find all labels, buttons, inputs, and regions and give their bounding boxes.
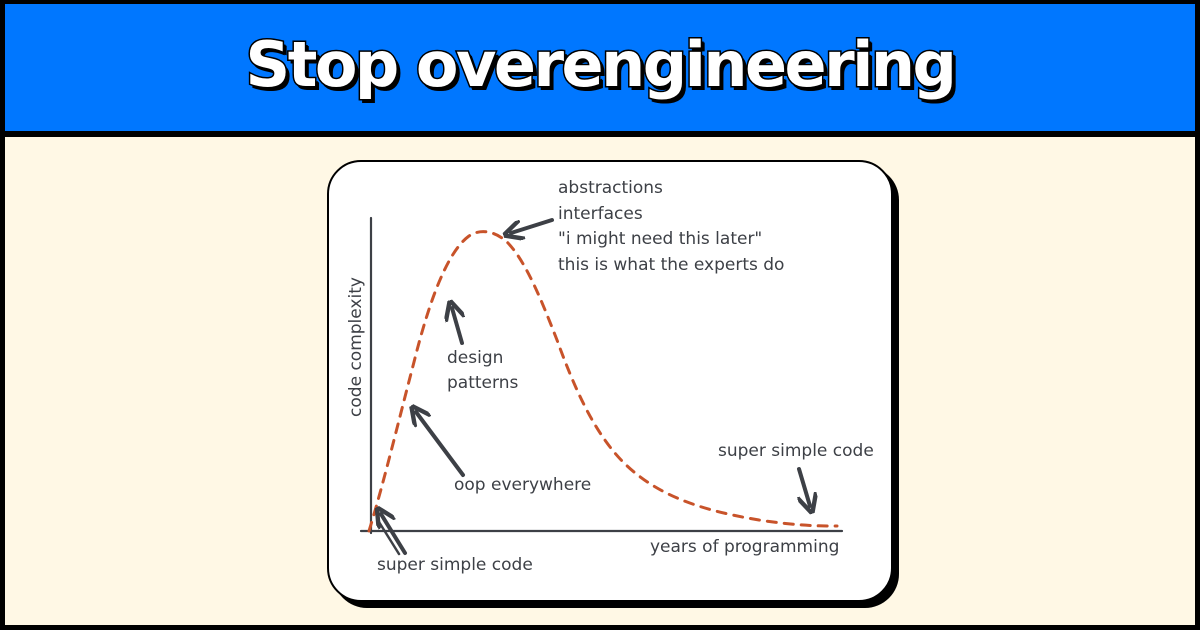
annotation-design: design <box>447 348 503 368</box>
annotation-end: super simple code <box>718 441 874 461</box>
complexity-curve-diagram: code complexity years of programming sup… <box>346 178 874 575</box>
arrow-icon-end <box>799 467 810 506</box>
arrow-icon-start <box>379 514 407 556</box>
x-axis-label: years of programming <box>650 537 839 557</box>
arrow-icon-oop <box>416 412 465 477</box>
annotation-experts: this is what the experts do <box>558 255 784 275</box>
y-axis-label: code complexity <box>346 277 366 417</box>
annotation-start: super simple code <box>377 555 533 575</box>
annotation-patterns: patterns <box>447 373 518 393</box>
page-frame: Stop overengineering code complexity yea… <box>5 4 1195 625</box>
annotation-interfaces: interfaces <box>558 204 643 224</box>
annotation-oop: oop everywhere <box>454 475 591 495</box>
title-banner: Stop overengineering <box>5 4 1195 137</box>
annotation-abstractions: abstractions <box>558 178 663 198</box>
arrow-icon-design-patterns <box>452 308 462 345</box>
page-title: Stop overengineering <box>244 27 958 103</box>
annotation-might-need-later: "i might need this later" <box>558 229 762 249</box>
complexity-curve <box>367 230 839 533</box>
arrow-icon-peak <box>511 218 554 233</box>
diagram-card: code complexity years of programming sup… <box>327 160 893 602</box>
